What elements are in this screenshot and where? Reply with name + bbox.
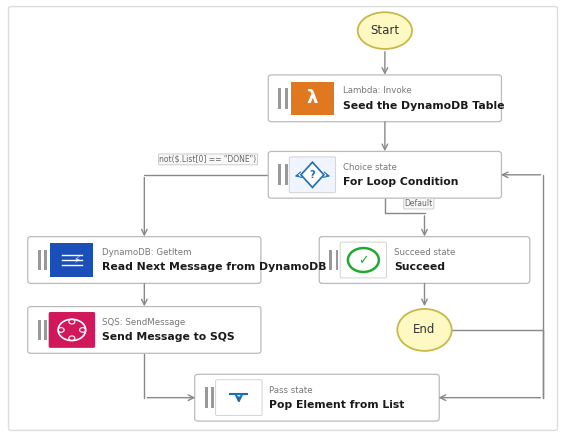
FancyBboxPatch shape [329,250,332,271]
Text: ?: ? [310,170,315,180]
Text: ⚡: ⚡ [73,255,80,265]
FancyBboxPatch shape [49,312,95,348]
FancyBboxPatch shape [319,236,530,283]
Text: Choice state: Choice state [343,163,397,172]
FancyBboxPatch shape [291,82,334,115]
FancyBboxPatch shape [195,374,439,421]
Text: ✓: ✓ [358,254,368,267]
FancyBboxPatch shape [216,380,262,416]
FancyBboxPatch shape [44,319,47,340]
FancyBboxPatch shape [205,387,208,408]
Text: Start: Start [370,24,400,37]
Text: not($.List[0] == "DONE"): not($.List[0] == "DONE") [160,155,256,164]
FancyBboxPatch shape [268,152,501,198]
Text: Succeed: Succeed [394,263,445,272]
Text: For Loop Condition: For Loop Condition [343,177,458,187]
Text: Read Next Message from DynamoDB: Read Next Message from DynamoDB [102,263,327,272]
Text: Seed the DynamoDB Table: Seed the DynamoDB Table [343,101,504,111]
FancyBboxPatch shape [211,387,214,408]
Text: Pop Element from List: Pop Element from List [269,400,405,410]
FancyBboxPatch shape [289,157,336,193]
FancyBboxPatch shape [38,319,41,340]
Text: Send Message to SQS: Send Message to SQS [102,333,235,342]
Text: Lambda: Invoke: Lambda: Invoke [343,87,411,95]
Text: Succeed state: Succeed state [394,248,455,257]
FancyBboxPatch shape [268,75,501,121]
Text: DynamoDB: GetItem: DynamoDB: GetItem [102,248,192,257]
Ellipse shape [397,309,452,351]
FancyBboxPatch shape [44,250,47,271]
FancyBboxPatch shape [28,307,261,353]
FancyBboxPatch shape [38,250,41,271]
FancyBboxPatch shape [285,164,288,185]
Text: λ: λ [307,89,318,108]
FancyBboxPatch shape [50,243,93,277]
FancyBboxPatch shape [336,250,338,271]
Text: SQS: SendMessage: SQS: SendMessage [102,318,186,327]
Text: End: End [413,323,436,336]
FancyBboxPatch shape [278,88,281,109]
FancyBboxPatch shape [28,236,261,283]
Ellipse shape [358,12,412,49]
FancyBboxPatch shape [340,242,387,278]
FancyBboxPatch shape [285,88,288,109]
FancyBboxPatch shape [278,164,281,185]
Text: Pass state: Pass state [269,386,313,395]
Polygon shape [301,162,324,187]
Text: Default: Default [405,199,433,208]
